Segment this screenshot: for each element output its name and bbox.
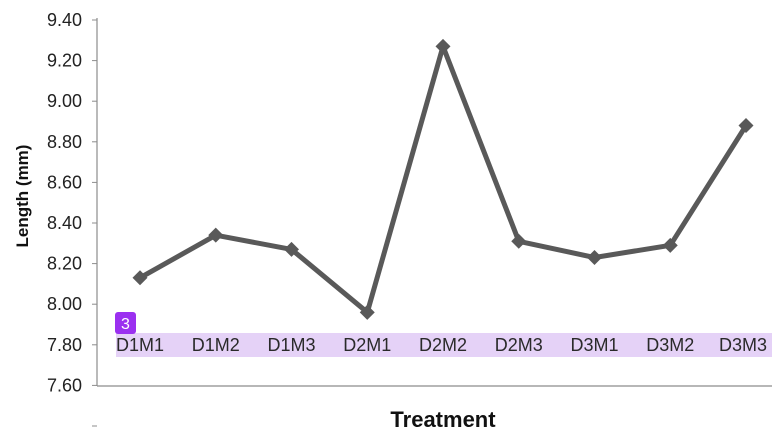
y-tick-label: 8.40: [47, 213, 82, 233]
series-line: [137, 43, 749, 315]
y-tick-label: 8.00: [47, 294, 82, 314]
y-axis-ticks: 9.40 9.20 9.00 8.80 8.60 8.40 8.20 8.00 7.80 7.60: [47, 10, 97, 427]
x-category-label: D1M1: [116, 335, 164, 355]
data-point-marker: [511, 233, 527, 249]
data-point-marker: [208, 227, 224, 243]
y-tick-label: 9.20: [47, 51, 82, 71]
y-tick-label: 8.80: [47, 132, 82, 152]
data-point-marker: [359, 304, 375, 320]
x-category-label: D2M1: [343, 335, 391, 355]
x-category-label: D2M3: [495, 335, 543, 355]
x-axis-labels: D1M1 D1M2 D1M3 D2M1 D2M2 D2M3 D3M1 D3M2 D3M3: [116, 335, 767, 355]
series-markers: [132, 38, 754, 320]
data-point-marker: [435, 38, 451, 54]
y-axis-title: Length (mm): [13, 145, 32, 248]
y-tick-label: 7.60: [47, 375, 82, 395]
y-tick-label: 7.80: [47, 335, 82, 355]
data-point-marker: [662, 237, 678, 253]
x-category-label: D3M1: [570, 335, 618, 355]
y-tick-label: 8.20: [47, 254, 82, 274]
annotation-badge-label: 3: [121, 316, 130, 333]
y-tick-label: 9.40: [47, 10, 82, 30]
data-point-marker: [738, 118, 754, 134]
x-axis-title: Treatment: [390, 407, 496, 431]
category-highlight-band: [116, 333, 772, 357]
data-point-marker: [132, 270, 148, 286]
y-tick-label: 8.60: [47, 172, 82, 192]
data-point-marker: [587, 250, 602, 266]
x-category-label: D1M2: [192, 335, 240, 355]
x-category-label: D2M2: [419, 335, 467, 355]
x-category-label: D1M3: [267, 335, 315, 355]
data-point-marker: [284, 241, 299, 257]
annotation-badge[interactable]: [115, 312, 136, 334]
x-category-label: D3M2: [646, 335, 694, 355]
x-category-label: D3M3: [719, 335, 767, 355]
y-tick-label: 9.00: [47, 91, 82, 111]
